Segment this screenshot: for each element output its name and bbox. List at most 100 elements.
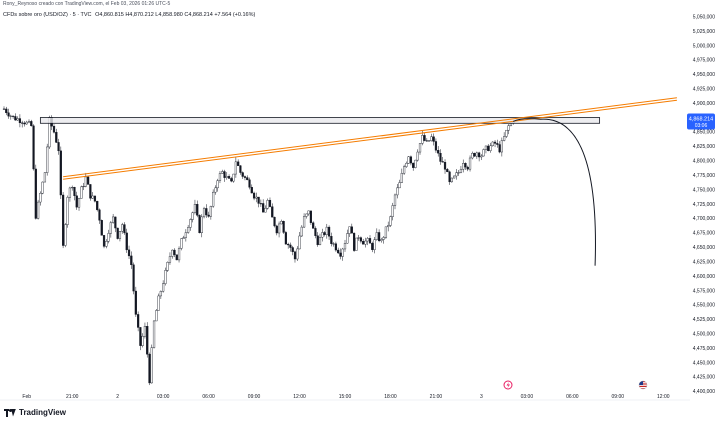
price-tick-label: 4,825,000 (693, 144, 715, 150)
us-flag-icon[interactable] (638, 380, 648, 390)
candle (309, 210, 312, 225)
candle (327, 225, 331, 240)
candle (453, 175, 456, 179)
candle (275, 224, 278, 236)
price-tick-label: 4,675,000 (693, 231, 715, 237)
candle (339, 248, 342, 260)
candle (371, 241, 374, 253)
candle (25, 120, 28, 125)
trendline-channel[interactable] (63, 97, 677, 180)
time-axis[interactable]: Feb 21:00 2 03:00 06:00 09:00 12:00 15:00 18:00 2… (22, 394, 669, 400)
candle (289, 242, 292, 252)
projection-curve[interactable] (512, 118, 596, 266)
candle (437, 146, 440, 157)
candle (34, 164, 37, 220)
time-tick-label: 21:00 (430, 394, 443, 400)
resistance-zone[interactable] (39, 117, 601, 124)
time-tick-label: 06:00 (202, 394, 215, 400)
lightning-event-icon[interactable] (503, 380, 513, 390)
price-tick-label: 4,575,000 (693, 288, 715, 294)
candle (171, 249, 174, 259)
candle (466, 165, 469, 172)
candle (277, 221, 281, 238)
brand-footer: TradingView (4, 408, 66, 417)
price-tick-label: 4,975,000 (693, 58, 715, 64)
time-tick-label: 18:00 (384, 394, 397, 400)
candle (243, 175, 247, 181)
candle (64, 223, 67, 248)
candle (482, 148, 485, 157)
candle (114, 216, 117, 233)
candle (378, 229, 381, 243)
candle (312, 221, 315, 229)
candle (257, 196, 260, 208)
candle (332, 242, 335, 247)
candle (98, 208, 101, 224)
candle (30, 119, 33, 127)
candle (216, 178, 219, 192)
candle (5, 106, 8, 116)
price-tick-label: 4,775,000 (693, 173, 715, 179)
price-tick-label: 4,475,000 (693, 346, 715, 352)
candle (484, 145, 488, 154)
candle (412, 162, 415, 171)
candle (493, 140, 497, 148)
price-axis[interactable]: 5,050,000 5,025,000 5,000,000 4,975,000 4,95… (693, 14, 715, 395)
candle (37, 199, 40, 220)
candle (405, 161, 408, 168)
candle (125, 228, 128, 253)
candle (384, 226, 388, 239)
candle (293, 250, 297, 263)
candle (439, 149, 442, 165)
price-tick-label: 4,450,000 (693, 360, 715, 366)
candle (73, 186, 76, 201)
candle (127, 245, 131, 260)
candle (196, 200, 199, 218)
candle (296, 246, 299, 261)
candle (118, 231, 122, 242)
candle (9, 114, 12, 120)
price-badge: 4,868.214 03:06 (687, 113, 715, 130)
candle (282, 220, 285, 234)
candle (457, 170, 460, 176)
time-tick-label: 3 (480, 394, 483, 400)
candle (168, 252, 172, 265)
price-tick-label: 4,700,000 (693, 216, 715, 222)
candle (273, 216, 276, 228)
candle (21, 120, 24, 128)
candle (23, 121, 26, 127)
symbol-name[interactable]: CFDs sobre oro (USD/OZ) · 5 · TVC (3, 12, 92, 18)
candle (271, 203, 274, 218)
candle (214, 185, 217, 195)
candle (387, 221, 390, 232)
time-tick-label: 03:00 (521, 394, 534, 400)
candle (232, 173, 235, 183)
candle (382, 236, 385, 244)
candle (337, 247, 340, 255)
time-tick-label: 06:00 (566, 394, 579, 400)
price-tick-label: 4,425,000 (693, 375, 715, 381)
candle (237, 159, 240, 166)
candle (268, 197, 272, 208)
candle (357, 234, 360, 241)
candle (325, 223, 328, 239)
candle (389, 215, 392, 228)
candle (398, 179, 401, 189)
candle (230, 176, 233, 183)
drawings-layer[interactable] (39, 97, 677, 266)
candle (414, 159, 417, 169)
candle (403, 164, 406, 175)
candle (241, 171, 244, 179)
price-badge-countdown: 03:06 (695, 123, 708, 129)
candle (91, 192, 94, 199)
candle (366, 236, 369, 246)
candle (250, 184, 253, 194)
ohlc-values: O4,860.815 H4,870.212 L4,858.980 C4,868.… (95, 12, 256, 18)
candle (489, 142, 492, 153)
candle (450, 177, 453, 183)
candle (14, 113, 17, 121)
candle (191, 211, 194, 223)
candle (27, 119, 31, 124)
candle (430, 133, 433, 142)
